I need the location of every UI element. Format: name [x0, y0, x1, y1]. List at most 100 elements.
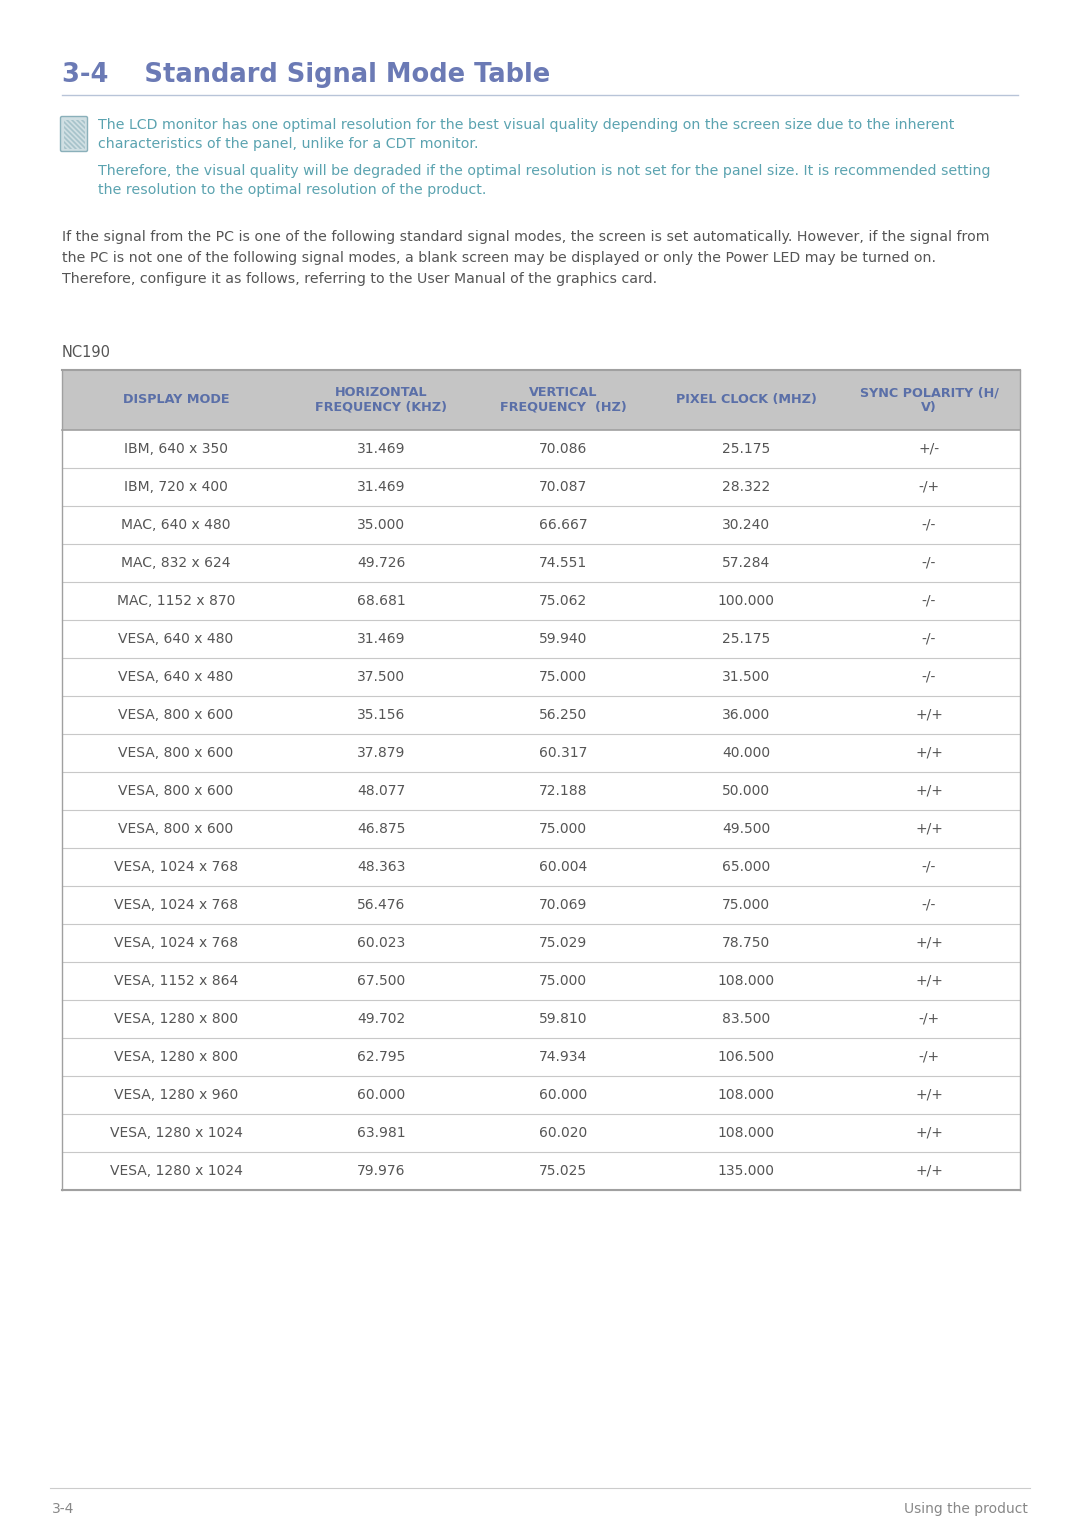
- Text: The LCD monitor has one optimal resolution for the best visual quality depending: The LCD monitor has one optimal resoluti…: [98, 118, 955, 131]
- Text: 108.000: 108.000: [717, 1089, 774, 1102]
- Text: 78.750: 78.750: [721, 936, 770, 950]
- Text: 74.934: 74.934: [539, 1051, 588, 1064]
- Text: VESA, 1280 x 960: VESA, 1280 x 960: [113, 1089, 238, 1102]
- Text: Therefore, the visual quality will be degraded if the optimal resolution is not : Therefore, the visual quality will be de…: [98, 163, 990, 179]
- Text: 31.469: 31.469: [356, 441, 405, 457]
- Text: 74.551: 74.551: [539, 556, 588, 570]
- Text: 59.940: 59.940: [539, 632, 588, 646]
- Text: 70.086: 70.086: [539, 441, 588, 457]
- Text: 48.363: 48.363: [356, 860, 405, 873]
- Text: 66.667: 66.667: [539, 518, 588, 531]
- Text: VESA, 800 x 600: VESA, 800 x 600: [119, 709, 233, 722]
- Text: 35.156: 35.156: [356, 709, 405, 722]
- Text: 46.875: 46.875: [356, 822, 405, 835]
- Text: HORIZONTAL: HORIZONTAL: [335, 386, 428, 399]
- Text: 56.476: 56.476: [356, 898, 405, 912]
- Text: 72.188: 72.188: [539, 783, 588, 799]
- Text: 63.981: 63.981: [356, 1125, 405, 1141]
- Text: 108.000: 108.000: [717, 974, 774, 988]
- Text: +/+: +/+: [915, 1089, 943, 1102]
- Text: 57.284: 57.284: [721, 556, 770, 570]
- Text: 60.023: 60.023: [356, 936, 405, 950]
- Text: the resolution to the optimal resolution of the product.: the resolution to the optimal resolution…: [98, 183, 486, 197]
- Text: VESA, 1152 x 864: VESA, 1152 x 864: [113, 974, 238, 988]
- Text: +/+: +/+: [915, 974, 943, 988]
- Text: +/+: +/+: [915, 1125, 943, 1141]
- Text: 3-4    Standard Signal Mode Table: 3-4 Standard Signal Mode Table: [62, 63, 550, 89]
- Text: 60.317: 60.317: [539, 747, 588, 760]
- Text: VESA, 640 x 480: VESA, 640 x 480: [119, 670, 233, 684]
- Text: 60.004: 60.004: [539, 860, 588, 873]
- Text: 30.240: 30.240: [721, 518, 770, 531]
- Text: 83.500: 83.500: [721, 1012, 770, 1026]
- Text: 75.000: 75.000: [721, 898, 770, 912]
- Text: 108.000: 108.000: [717, 1125, 774, 1141]
- Text: VESA, 800 x 600: VESA, 800 x 600: [119, 747, 233, 760]
- Text: 75.000: 75.000: [539, 670, 588, 684]
- Text: +/+: +/+: [915, 936, 943, 950]
- Text: MAC, 832 x 624: MAC, 832 x 624: [121, 556, 231, 570]
- Text: 70.087: 70.087: [539, 479, 588, 495]
- Text: 48.077: 48.077: [356, 783, 405, 799]
- Text: -/-: -/-: [922, 632, 936, 646]
- Text: 59.810: 59.810: [539, 1012, 588, 1026]
- FancyBboxPatch shape: [60, 116, 87, 151]
- Text: -/-: -/-: [922, 594, 936, 608]
- Text: 25.175: 25.175: [721, 441, 770, 457]
- Text: +/+: +/+: [915, 747, 943, 760]
- Text: 3-4: 3-4: [52, 1503, 75, 1516]
- Text: 31.469: 31.469: [356, 632, 405, 646]
- Text: FREQUENCY (KHZ): FREQUENCY (KHZ): [315, 402, 447, 414]
- Text: 49.726: 49.726: [356, 556, 405, 570]
- Text: +/+: +/+: [915, 709, 943, 722]
- Text: IBM, 720 x 400: IBM, 720 x 400: [124, 479, 228, 495]
- Text: 62.795: 62.795: [356, 1051, 405, 1064]
- Text: -/-: -/-: [922, 860, 936, 873]
- Text: 40.000: 40.000: [721, 747, 770, 760]
- Text: -/+: -/+: [918, 1012, 940, 1026]
- Text: 135.000: 135.000: [717, 1164, 774, 1177]
- Text: 28.322: 28.322: [721, 479, 770, 495]
- Text: VESA, 800 x 600: VESA, 800 x 600: [119, 822, 233, 835]
- Text: IBM, 640 x 350: IBM, 640 x 350: [124, 441, 228, 457]
- Text: If the signal from the PC is one of the following standard signal modes, the scr: If the signal from the PC is one of the …: [62, 231, 989, 244]
- Text: 56.250: 56.250: [539, 709, 588, 722]
- Text: -/-: -/-: [922, 556, 936, 570]
- Text: 36.000: 36.000: [721, 709, 770, 722]
- Text: NC190: NC190: [62, 345, 111, 360]
- Text: 79.976: 79.976: [356, 1164, 405, 1177]
- Text: VESA, 800 x 600: VESA, 800 x 600: [119, 783, 233, 799]
- Text: -/-: -/-: [922, 518, 936, 531]
- Text: 49.500: 49.500: [721, 822, 770, 835]
- Text: VESA, 1280 x 800: VESA, 1280 x 800: [113, 1012, 238, 1026]
- Text: Therefore, configure it as follows, referring to the User Manual of the graphics: Therefore, configure it as follows, refe…: [62, 272, 657, 286]
- Text: 37.879: 37.879: [356, 747, 405, 760]
- Text: 75.000: 75.000: [539, 822, 588, 835]
- Text: VESA, 1280 x 800: VESA, 1280 x 800: [113, 1051, 238, 1064]
- Text: +/+: +/+: [915, 1164, 943, 1177]
- Text: 75.029: 75.029: [539, 936, 588, 950]
- Bar: [62, 370, 1020, 431]
- Text: -/+: -/+: [918, 1051, 940, 1064]
- Text: characteristics of the panel, unlike for a CDT monitor.: characteristics of the panel, unlike for…: [98, 137, 478, 151]
- Text: -/-: -/-: [922, 898, 936, 912]
- Text: FREQUENCY  (HZ): FREQUENCY (HZ): [500, 402, 626, 414]
- Text: 67.500: 67.500: [356, 974, 405, 988]
- Text: 60.020: 60.020: [539, 1125, 588, 1141]
- Text: VESA, 1280 x 1024: VESA, 1280 x 1024: [109, 1164, 242, 1177]
- Text: VESA, 640 x 480: VESA, 640 x 480: [119, 632, 233, 646]
- Text: VESA, 1024 x 768: VESA, 1024 x 768: [113, 898, 238, 912]
- Text: VERTICAL: VERTICAL: [529, 386, 597, 399]
- Text: VESA, 1280 x 1024: VESA, 1280 x 1024: [109, 1125, 242, 1141]
- Text: 65.000: 65.000: [721, 860, 770, 873]
- Text: 70.069: 70.069: [539, 898, 588, 912]
- Text: 37.500: 37.500: [357, 670, 405, 684]
- Text: the PC is not one of the following signal modes, a blank screen may be displayed: the PC is not one of the following signa…: [62, 250, 936, 266]
- Text: -/-: -/-: [922, 670, 936, 684]
- Text: 68.681: 68.681: [356, 594, 405, 608]
- Text: 75.025: 75.025: [539, 1164, 588, 1177]
- Text: 100.000: 100.000: [717, 594, 774, 608]
- Text: 60.000: 60.000: [539, 1089, 588, 1102]
- Text: 60.000: 60.000: [356, 1089, 405, 1102]
- Text: 106.500: 106.500: [717, 1051, 774, 1064]
